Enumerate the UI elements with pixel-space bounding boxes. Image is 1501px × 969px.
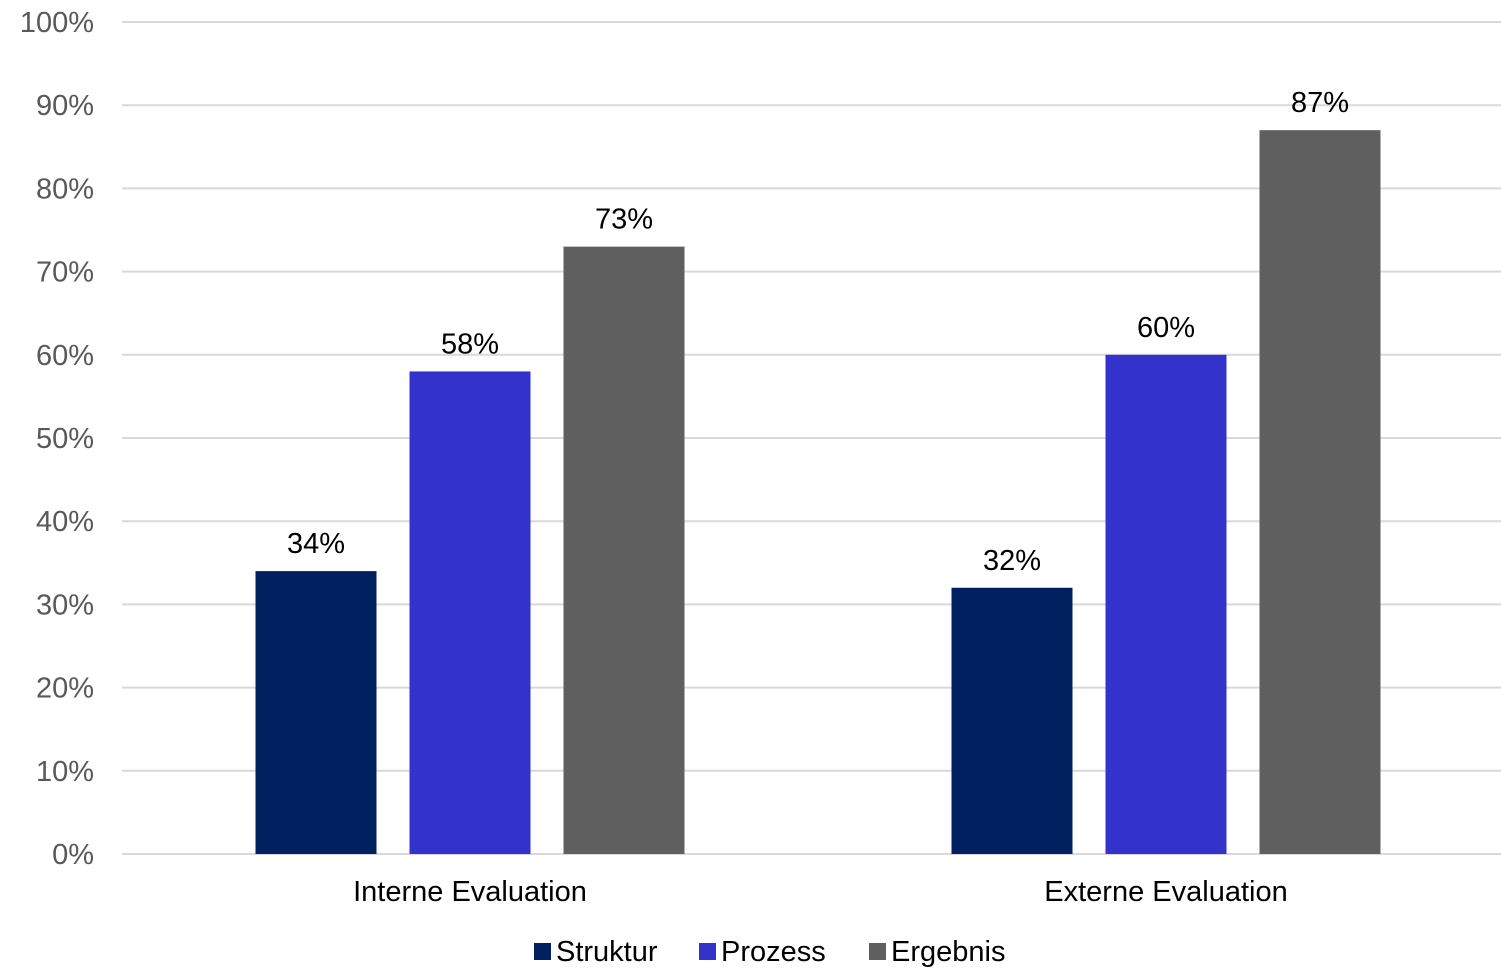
- data-label: 73%: [595, 204, 653, 236]
- bar-struktur-interne: [255, 571, 377, 854]
- legend-label-struktur: Struktur: [556, 936, 658, 968]
- legend-label-prozess: Prozess: [721, 936, 826, 968]
- y-tick-label: 80%: [36, 173, 94, 205]
- data-label: 60%: [1137, 312, 1195, 344]
- x-axis-category-labels: Interne Evaluation Externe Evaluation: [353, 876, 1288, 908]
- bar-prozess-interne: [409, 371, 531, 854]
- y-tick-label: 60%: [36, 340, 94, 372]
- legend-swatch-prozess: [699, 943, 716, 960]
- y-tick-label: 50%: [36, 423, 94, 455]
- x-category-label: Externe Evaluation: [1044, 876, 1287, 908]
- bar-prozess-externe: [1105, 354, 1227, 854]
- y-axis-tick-labels: 0% 10% 20% 30% 40% 50% 60% 70% 80% 90% 100%: [20, 7, 94, 871]
- y-tick-label: 90%: [36, 90, 94, 122]
- y-tick-label: 30%: [36, 589, 94, 621]
- bars: [255, 130, 1381, 854]
- y-tick-label: 0%: [52, 839, 94, 871]
- y-tick-label: 20%: [36, 673, 94, 705]
- y-tick-label: 70%: [36, 257, 94, 289]
- bar-ergebnis-interne: [563, 246, 685, 854]
- legend-swatch-struktur: [534, 943, 551, 960]
- x-category-label: Interne Evaluation: [353, 876, 587, 908]
- data-label: 58%: [441, 328, 499, 360]
- y-tick-label: 10%: [36, 756, 94, 788]
- legend-label-ergebnis: Ergebnis: [891, 936, 1005, 968]
- bar-struktur-externe: [951, 587, 1073, 854]
- data-label: 87%: [1291, 87, 1349, 119]
- legend-swatch-ergebnis: [869, 943, 886, 960]
- data-label: 32%: [983, 545, 1041, 577]
- bar-ergebnis-externe: [1259, 130, 1381, 854]
- y-tick-label: 40%: [36, 506, 94, 538]
- legend: Struktur Prozess Ergebnis: [534, 936, 1005, 968]
- data-label: 34%: [287, 528, 345, 560]
- y-tick-label: 100%: [20, 7, 94, 39]
- data-labels: 34% 58% 73% 32% 60% 87%: [287, 87, 1349, 577]
